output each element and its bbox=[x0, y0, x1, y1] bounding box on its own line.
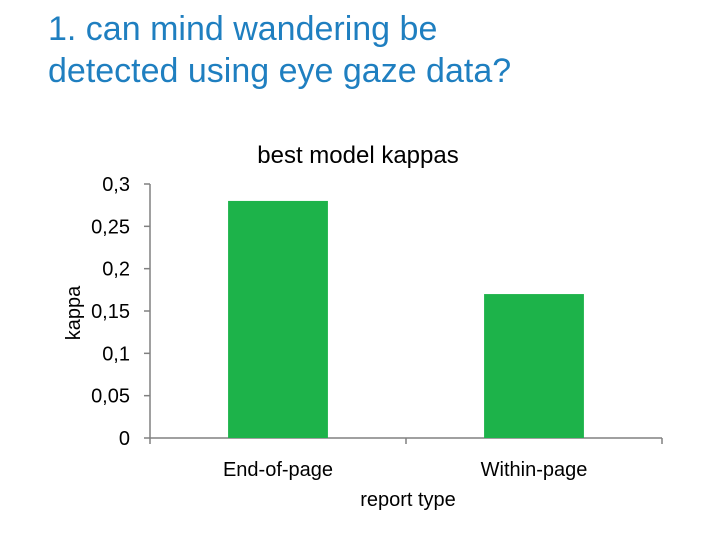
y-tick-label: 0 bbox=[119, 428, 130, 450]
x-tick-label: End-of-page bbox=[223, 459, 333, 481]
y-tick-label: 0,2 bbox=[102, 259, 130, 281]
y-ticks: 0 0,05 0,1 0,15 0,2 0,25 0,3 bbox=[91, 174, 150, 450]
y-tick-label: 0,1 bbox=[102, 343, 130, 365]
x-ticks: End-of-page Within-page bbox=[149, 438, 663, 481]
slide-title-line-2: detected using eye gaze data? bbox=[48, 52, 512, 90]
slide-title-line-1: 1. can mind wandering be bbox=[48, 10, 438, 48]
bar-end-of-page bbox=[228, 200, 328, 438]
x-tick-label: Within-page bbox=[481, 459, 588, 481]
y-tick-label: 0,05 bbox=[91, 386, 130, 408]
y-tick-label: 0,15 bbox=[91, 301, 130, 323]
bar-within-page bbox=[484, 294, 584, 438]
y-tick-label: 0,3 bbox=[102, 174, 130, 196]
chart-title: best model kappas bbox=[257, 142, 458, 169]
y-tick-label: 0,25 bbox=[91, 216, 130, 238]
slide-title: 1. can mind wandering be detected using … bbox=[48, 8, 698, 92]
axes bbox=[149, 184, 662, 439]
y-axis-label: kappa bbox=[63, 285, 85, 340]
x-axis-label: report type bbox=[360, 489, 456, 511]
bars bbox=[228, 200, 584, 438]
